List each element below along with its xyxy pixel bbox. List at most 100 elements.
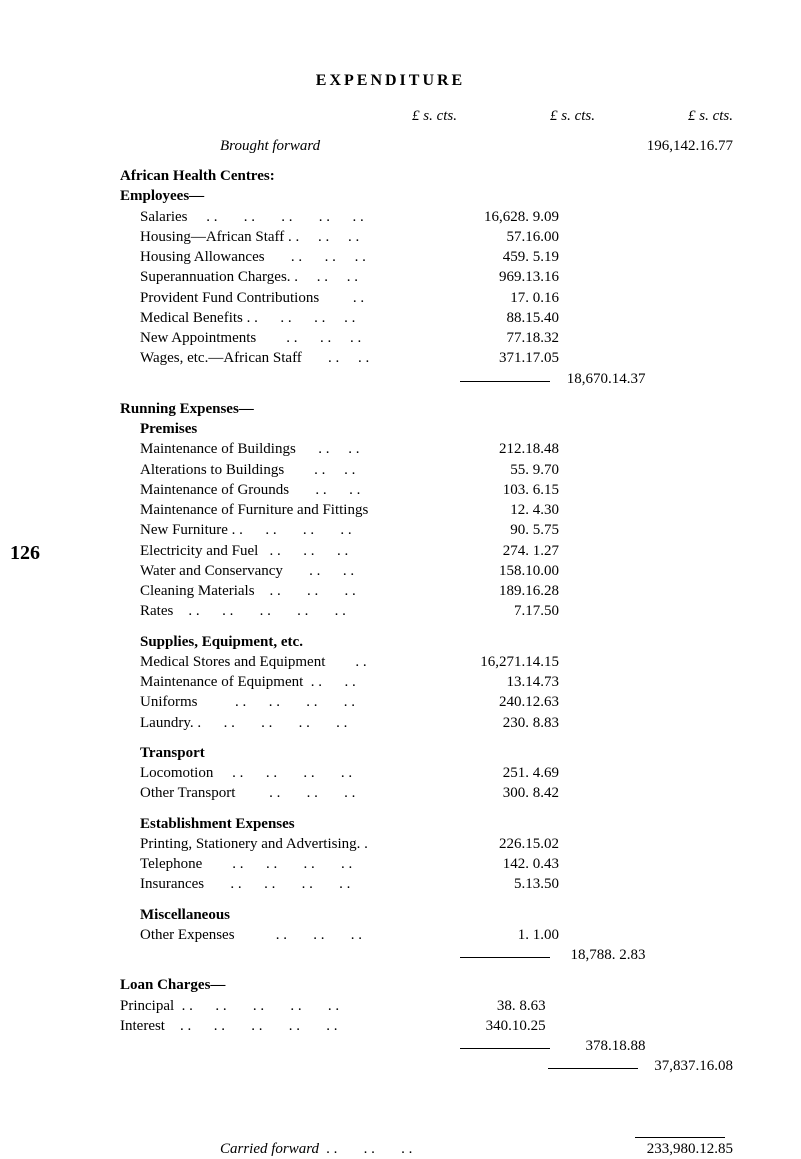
line-label: Laundry. . . . . . . . . . [40, 713, 480, 733]
employees-subtotal: 18,670.14.37 [566, 369, 654, 389]
amount-col1: 1. 1.00 [480, 925, 567, 945]
carried-forward-label: Carried forward . . . . . . [40, 1139, 560, 1159]
amount-col1: 88.15.40 [480, 308, 567, 328]
line-label: Water and Conservancy . . . . [40, 561, 480, 581]
amount-col1: 16,271.14.15 [480, 652, 567, 672]
transport-heading: Transport [40, 743, 480, 763]
line-item: New Furniture . . . . . . . .90. 5.75 [40, 520, 741, 540]
amount-col1: 103. 6.15 [480, 480, 567, 500]
section-total: 37,837.16.08 [654, 1056, 742, 1076]
rule [548, 1068, 638, 1070]
amount-col1: 212.18.48 [480, 439, 567, 459]
amount-col1: 55. 9.70 [480, 460, 567, 480]
line-label: Maintenance of Buildings . . . . [40, 439, 480, 459]
line-label: Provident Fund Contributions . . [40, 288, 480, 308]
line-item: Water and Conservancy . . . .158.10.00 [40, 561, 741, 581]
line-item: Medical Benefits . . . . . . . .88.15.40 [40, 308, 741, 328]
line-item: Electricity and Fuel . . . . . .274. 1.2… [40, 541, 741, 561]
line-label: New Appointments . . . . . . [40, 328, 480, 348]
col2-header: £ s. cts. [465, 106, 603, 126]
amount-col1: 17. 0.16 [480, 288, 567, 308]
amount-col1: 240.12.63 [480, 692, 567, 712]
line-label: Maintenance of Equipment . . . . [40, 672, 480, 692]
amount-col1: 969.13.16 [480, 267, 567, 287]
supplies-heading: Supplies, Equipment, etc. [40, 632, 480, 652]
line-item: Maintenance of Grounds . . . .103. 6.15 [40, 480, 741, 500]
brought-forward-row: Brought forward 196,142.16.77 [40, 136, 741, 156]
line-item: Telephone . . . . . . . .142. 0.43 [40, 854, 741, 874]
line-item: Locomotion . . . . . . . .251. 4.69 [40, 763, 741, 783]
line-item: Rates . . . . . . . . . .7.17.50 [40, 601, 741, 621]
line-item: Other Expenses . . . . . .1. 1.00 [40, 925, 741, 945]
column-headers: £ s. cts. £ s. cts. £ s. cts. [40, 106, 741, 126]
line-item: Provident Fund Contributions . .17. 0.16 [40, 288, 741, 308]
amount-col1: 459. 5.19 [480, 247, 567, 267]
title: EXPENDITURE [40, 70, 741, 92]
line-label: Maintenance of Grounds . . . . [40, 480, 480, 500]
amount-col1: 251. 4.69 [480, 763, 567, 783]
col1-header: £ s. cts. [327, 106, 465, 126]
rule [460, 1048, 550, 1050]
amount-col1: 90. 5.75 [480, 520, 567, 540]
establishment-heading: Establishment Expenses [40, 814, 480, 834]
rule [460, 381, 550, 383]
line-label: Wages, etc.—African Staff . . . . [40, 348, 480, 368]
line-item: Wages, etc.—African Staff . . . .371.17.… [40, 348, 741, 368]
amount-col1: 230. 8.83 [480, 713, 567, 733]
loan-subtotal: 378.18.88 [566, 1036, 654, 1056]
line-label: Telephone . . . . . . . . [40, 854, 480, 874]
rule [460, 957, 550, 959]
line-label: Medical Stores and Equipment . . [40, 652, 480, 672]
amount-col1: 13.14.73 [480, 672, 567, 692]
line-item: Housing—African Staff . . . . . .57.16.0… [40, 227, 741, 247]
line-item: Salaries . . . . . . . . . .16,628. 9.09 [40, 207, 741, 227]
amount-col1: 5.13.50 [480, 874, 567, 894]
amount-col1: 274. 1.27 [480, 541, 567, 561]
page: 126 EXPENDITURE £ s. cts. £ s. cts. £ s.… [0, 0, 801, 1110]
line-label: Medical Benefits . . . . . . . . [40, 308, 480, 328]
amount-col1: 371.17.05 [480, 348, 567, 368]
line-item: Maintenance of Furniture and Fittings12.… [40, 500, 741, 520]
misc-heading: Miscellaneous [40, 905, 480, 925]
loan-heading: Loan Charges— [40, 975, 460, 995]
line-label: Principal . . . . . . . . . . [40, 996, 460, 1016]
line-item: Alterations to Buildings . . . .55. 9.70 [40, 460, 741, 480]
premises-heading: Premises [40, 419, 480, 439]
line-label: Alterations to Buildings . . . . [40, 460, 480, 480]
amount-col1: 300. 8.42 [480, 783, 567, 803]
line-item: New Appointments . . . . . .77.18.32 [40, 328, 741, 348]
brought-forward-amount: 196,142.16.77 [647, 136, 741, 156]
line-label: Electricity and Fuel . . . . . . [40, 541, 480, 561]
line-label: Insurances . . . . . . . . [40, 874, 480, 894]
line-label: Uniforms . . . . . . . . [40, 692, 480, 712]
line-item: Maintenance of Equipment . . . .13.14.73 [40, 672, 741, 692]
line-label: Salaries . . . . . . . . . . [40, 207, 480, 227]
section-heading: African Health Centres: [40, 166, 460, 186]
line-item: Laundry. . . . . . . . . .230. 8.83 [40, 713, 741, 733]
line-item: Insurances . . . . . . . .5.13.50 [40, 874, 741, 894]
line-label: Cleaning Materials . . . . . . [40, 581, 480, 601]
line-label: New Furniture . . . . . . . . [40, 520, 480, 540]
running-subtotal: 18,788. 2.83 [566, 945, 654, 965]
line-label: Rates . . . . . . . . . . [40, 601, 480, 621]
amount-col1: 12. 4.30 [480, 500, 567, 520]
line-item: Interest . . . . . . . . . .340.10.25 [40, 1016, 741, 1036]
amount-col1: 142. 0.43 [480, 854, 567, 874]
amount-col1: 57.16.00 [480, 227, 567, 247]
line-item: Medical Stores and Equipment . .16,271.1… [40, 652, 741, 672]
col3-header: £ s. cts. [603, 106, 741, 126]
line-label: Other Expenses . . . . . . [40, 925, 480, 945]
amount-col1: 189.16.28 [480, 581, 567, 601]
line-label: Locomotion . . . . . . . . [40, 763, 480, 783]
line-item: Printing, Stationery and Advertising. .2… [40, 834, 741, 854]
page-number: 126 [10, 540, 40, 567]
amount-col1: 226.15.02 [480, 834, 567, 854]
carried-forward-amount: 233,980.12.85 [647, 1139, 741, 1159]
amount-col1: 7.17.50 [480, 601, 567, 621]
line-item: Superannuation Charges. . . . . .969.13.… [40, 267, 741, 287]
line-label: Other Transport . . . . . . [40, 783, 480, 803]
amount-col1: 38. 8.63 [460, 996, 554, 1016]
amount-col1: 158.10.00 [480, 561, 567, 581]
line-item: Housing Allowances . . . . . .459. 5.19 [40, 247, 741, 267]
line-label: Printing, Stationery and Advertising. . [40, 834, 480, 854]
